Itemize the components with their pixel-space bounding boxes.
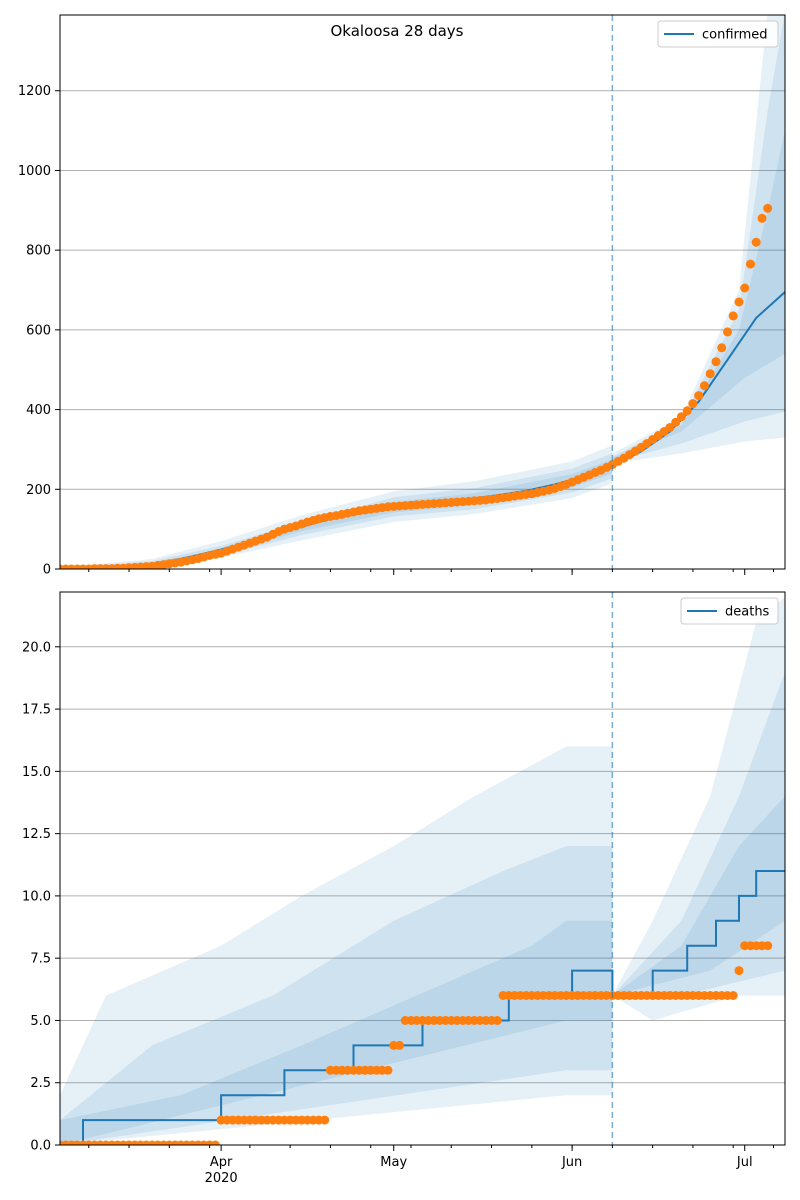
x-tick-label: Apr (210, 1155, 233, 1170)
confirmed-observed-points (60, 203, 773, 569)
x-tick-year-label: 2020 (205, 1171, 238, 1186)
confirmed-observed-point (746, 259, 755, 269)
x-tick-label: Jul (736, 1155, 753, 1170)
confirmed-observed-point (671, 417, 681, 427)
confirmed-y-tick-label: 1000 (18, 164, 51, 179)
confirmed-observed-point (728, 311, 738, 321)
deaths-interval-band (60, 671, 785, 1145)
confirmed-observed-point (699, 381, 709, 391)
deaths-observed-point (210, 1140, 220, 1145)
deaths-interval-band (60, 597, 785, 1145)
confirmed-observed-point (763, 203, 773, 213)
deaths-y-tick-label: 2.5 (30, 1076, 51, 1091)
confirmed-observed-point (751, 237, 761, 247)
deaths-y-ticks: 0.0 2.5 5.0 7.5 10.0 12.5 15.0 17.5 20.0 (22, 640, 60, 1154)
confirmed-y-tick-label: 800 (26, 244, 51, 259)
deaths-y-tick-label: 17.5 (22, 703, 51, 718)
confirmed-y-ticks: 0 200 400 600 800 1000 1200 (18, 84, 60, 578)
confirmed-y-tick-label: 200 (26, 483, 51, 498)
confirmed-observed-point (694, 391, 704, 401)
confirmed-axes-frame (59, 14, 786, 570)
confirmed-y-tick-label: 1200 (18, 84, 51, 99)
confirmed-observed-point (711, 357, 721, 367)
confirmed-observed-point (705, 369, 715, 379)
deaths-legend: deaths (680, 597, 779, 625)
deaths-y-tick-label: 5.0 (30, 1014, 51, 1029)
deaths-observed-points (60, 941, 773, 1145)
deaths-axes-frame (59, 591, 786, 1146)
confirmed-observed-point (682, 406, 692, 416)
deaths-observed-point (320, 1115, 330, 1125)
deaths-observed-point (383, 1065, 393, 1075)
x-tick-label: May (380, 1155, 407, 1170)
deaths-y-tick-label: 10.0 (22, 889, 51, 904)
deaths-y-tick-label: 12.5 (22, 827, 51, 842)
deaths-y-tick-label: 7.5 (30, 952, 51, 967)
deaths-model-line (60, 870, 785, 1145)
deaths-legend-box (680, 597, 779, 625)
deaths-observed-point (395, 1040, 404, 1050)
deaths-interval-band (60, 796, 785, 1145)
deaths-panel: 0.0 2.5 5.0 7.5 10.0 12.5 15.0 17.5 20.0 Apr2020… (22, 591, 786, 1186)
confirmed-y-tick-label: 0 (43, 563, 51, 578)
confirmed-legend: confirmed (657, 20, 779, 48)
confirmed-observed-point (717, 343, 727, 353)
confirmed-observed-point (757, 213, 767, 223)
confirmed-legend-box (657, 20, 779, 48)
deaths-y-tick-label: 20.0 (22, 640, 51, 655)
confirmed-panel: 0 200 400 600 800 1000 1200 Okaloosa 28 days c… (18, 14, 786, 578)
confirmed-y-tick-label: 400 (26, 403, 51, 418)
deaths-observed-point (492, 1016, 502, 1025)
deaths-observed-point (734, 966, 744, 976)
chart-title: Okaloosa 28 days (331, 22, 464, 40)
x-tick-label: Jun (561, 1155, 582, 1170)
confirmed-x-ticks (88, 569, 774, 575)
confirmed-observed-point (734, 297, 744, 307)
deaths-model-series (60, 870, 785, 1145)
deaths-observed-point (728, 991, 738, 1000)
confirmed-legend-label: confirmed (702, 28, 768, 43)
deaths-observed-point (763, 941, 773, 951)
confirmed-y-tick-label: 600 (26, 323, 51, 338)
deaths-interval-bands (60, 597, 785, 1145)
confirmed-observed-point (723, 327, 732, 337)
confirmed-observed-point (665, 423, 675, 432)
deaths-legend-label: deaths (725, 605, 770, 620)
confirmed-observed-point (740, 283, 750, 293)
confirmed-observed-point (676, 412, 686, 422)
deaths-y-tick-label: 15.0 (22, 765, 51, 780)
confirmed-observed-point (688, 399, 698, 409)
deaths-y-tick-label: 0.0 (30, 1139, 51, 1154)
